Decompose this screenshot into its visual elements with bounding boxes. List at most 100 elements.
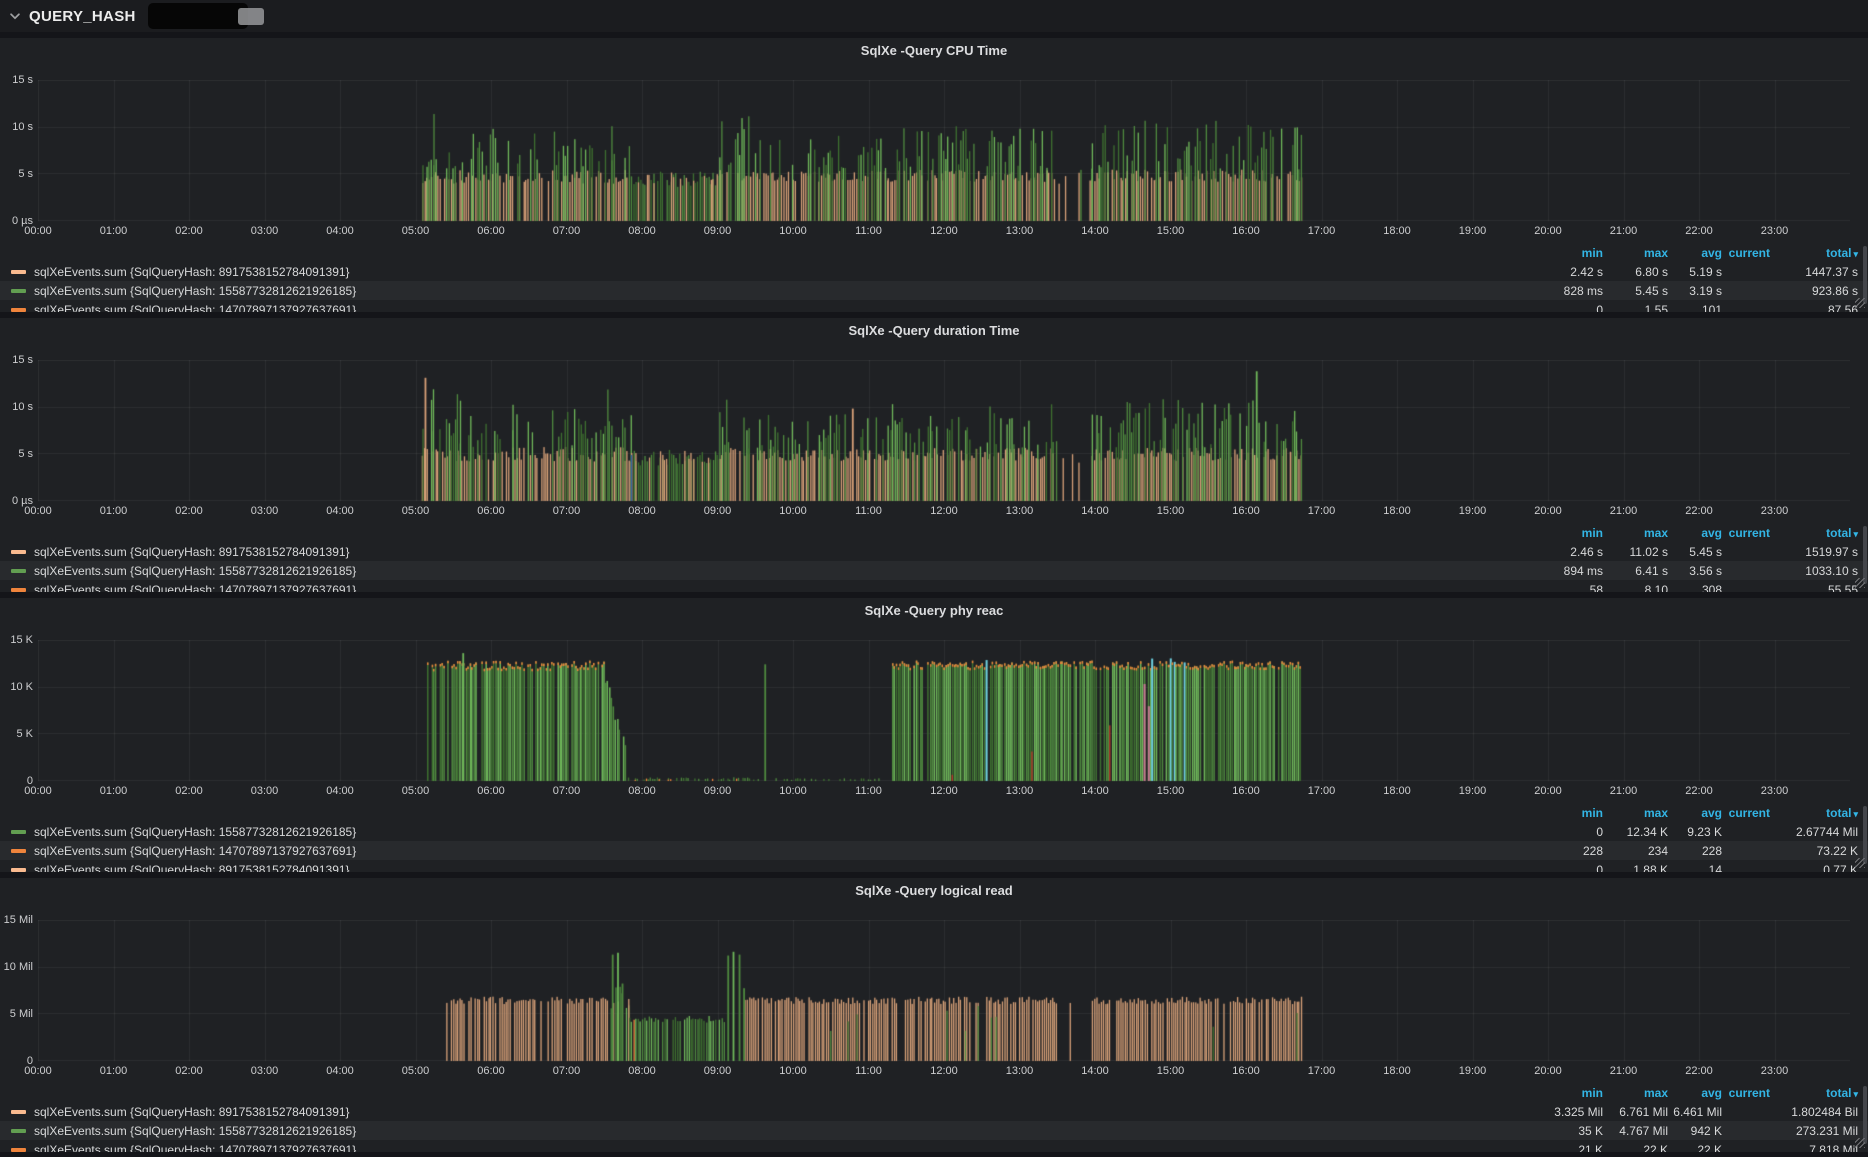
x-axis-tick: 17:00 — [1307, 1065, 1336, 1077]
legend-sort-min[interactable]: min — [1581, 806, 1603, 820]
y-axis-tick: 5 Mil — [9, 1008, 33, 1020]
series-color-swatch[interactable] — [11, 307, 26, 312]
legend-row-clipped: sqlXeEvents.sum {SqlQueryHash: 891753815… — [0, 860, 1868, 872]
legend-header-row: min max avg current total ▾ — [0, 1084, 1868, 1102]
x-axis-tick: 20:00 — [1534, 505, 1562, 517]
panel-title[interactable]: SqlXe -Query logical read — [855, 883, 1013, 898]
legend-stat-max: 8.10 — [1644, 582, 1668, 593]
series-color-swatch[interactable] — [11, 1147, 26, 1152]
chart-query-logical-read[interactable] — [38, 920, 1850, 1062]
legend-stat-avg: 22 K — [1697, 1142, 1722, 1153]
series-color-swatch[interactable] — [11, 568, 26, 573]
panel-query-cpu-time: SqlXe -Query CPU Time min max avg current to… — [0, 38, 1868, 312]
x-axis-tick: 23:00 — [1760, 505, 1789, 517]
panel-resize-handle[interactable] — [1855, 1138, 1865, 1148]
legend-series-label[interactable]: sqlXeEvents.sum {SqlQueryHash: 147078971… — [34, 843, 357, 858]
legend-scrollbar[interactable] — [1863, 1086, 1867, 1144]
legend-series-label[interactable]: sqlXeEvents.sum {SqlQueryHash: 155877328… — [34, 283, 357, 298]
panel-resize-handle[interactable] — [1855, 578, 1865, 588]
legend-stat-total: 55.55 — [1827, 582, 1858, 593]
legend-series-label[interactable]: sqlXeEvents.sum {SqlQueryHash: 891753815… — [34, 862, 350, 873]
x-axis-tick: 12:00 — [930, 225, 958, 237]
legend-sort-max[interactable]: max — [1643, 526, 1668, 540]
x-axis-tick: 08:00 — [628, 1065, 656, 1077]
chevron-down-icon[interactable] — [8, 9, 22, 23]
legend-sort-avg[interactable]: avg — [1701, 526, 1722, 540]
legend-stat-max: 1.88 K — [1633, 862, 1668, 873]
panel-title[interactable]: SqlXe -Query duration Time — [848, 323, 1020, 338]
legend-sort-avg[interactable]: avg — [1701, 806, 1722, 820]
series-color-swatch[interactable] — [11, 1109, 26, 1114]
x-axis-tick: 11:00 — [855, 505, 882, 517]
legend-stat-max: 22 K — [1643, 1142, 1668, 1153]
panel-title[interactable]: SqlXe -Query phy reac — [864, 603, 1004, 618]
x-axis-tick: 23:00 — [1760, 225, 1789, 237]
legend-sort-max[interactable]: max — [1643, 1086, 1668, 1100]
legend-series-label[interactable]: sqlXeEvents.sum {SqlQueryHash: 155877328… — [34, 824, 357, 839]
legend-stat-min: 0 — [1596, 302, 1603, 313]
legend-sort-current[interactable]: current — [1728, 1086, 1770, 1100]
x-axis-tick: 17:00 — [1307, 505, 1336, 517]
series-color-swatch[interactable] — [11, 867, 26, 872]
legend-stat-avg: 942 K — [1690, 1123, 1722, 1138]
y-axis-tick: 0 µs — [11, 495, 33, 507]
legend-sort-max[interactable]: max — [1643, 806, 1668, 820]
legend-series-label[interactable]: sqlXeEvents.sum {SqlQueryHash: 891753815… — [34, 264, 350, 279]
legend-stat-min: 58 — [1589, 582, 1603, 593]
chart-query-phy-read[interactable] — [38, 640, 1850, 782]
x-axis-tick: 00:00 — [24, 225, 52, 237]
legend-sort-current[interactable]: current — [1728, 806, 1770, 820]
panel-resize-handle[interactable] — [1855, 858, 1865, 868]
legend-sort-current[interactable]: current — [1728, 246, 1770, 260]
legend-sort-min[interactable]: min — [1581, 526, 1603, 540]
x-axis-tick: 14:00 — [1081, 225, 1109, 237]
legend-series-label[interactable]: sqlXeEvents.sum {SqlQueryHash: 147078971… — [34, 582, 357, 593]
legend-series-label[interactable]: sqlXeEvents.sum {SqlQueryHash: 147078971… — [34, 302, 357, 313]
x-axis-tick: 00:00 — [24, 505, 52, 517]
legend-sort-min[interactable]: min — [1581, 246, 1603, 260]
legend-sort-min[interactable]: min — [1581, 1086, 1603, 1100]
series-color-swatch[interactable] — [11, 829, 26, 834]
chart-query-duration-time[interactable] — [38, 360, 1850, 502]
series-color-swatch[interactable] — [11, 587, 26, 592]
x-axis-tick: 15:00 — [1156, 1065, 1185, 1077]
x-axis-tick: 19:00 — [1458, 785, 1487, 797]
legend-sort-max[interactable]: max — [1643, 246, 1668, 260]
legend-series-label[interactable]: sqlXeEvents.sum {SqlQueryHash: 155877328… — [34, 563, 357, 578]
series-color-swatch[interactable] — [11, 1128, 26, 1133]
series-color-swatch[interactable] — [11, 269, 26, 274]
legend-scrollbar[interactable] — [1863, 806, 1867, 864]
legend-series-label[interactable]: sqlXeEvents.sum {SqlQueryHash: 155877328… — [34, 1123, 357, 1138]
x-axis-tick: 01:00 — [99, 1065, 128, 1077]
legend-scrollbar[interactable] — [1863, 246, 1867, 304]
series-color-swatch[interactable] — [11, 848, 26, 853]
legend-sort-total[interactable]: total ▾ — [1826, 246, 1858, 260]
legend-series-label[interactable]: sqlXeEvents.sum {SqlQueryHash: 891753815… — [34, 1104, 350, 1119]
legend-series-label[interactable]: sqlXeEvents.sum {SqlQueryHash: 147078971… — [34, 1142, 357, 1153]
x-axis-tick: 10:00 — [779, 225, 807, 237]
legend-sort-avg[interactable]: avg — [1701, 1086, 1722, 1100]
series-color-swatch[interactable] — [11, 549, 26, 554]
dashboard-body: SqlXe -Query CPU Time min max avg current to… — [0, 38, 1868, 1152]
series-color-swatch[interactable] — [11, 288, 26, 293]
legend-sort-total[interactable]: total ▾ — [1826, 806, 1858, 820]
legend-sort-total[interactable]: total ▾ — [1826, 1086, 1858, 1100]
x-axis-tick: 04:00 — [326, 1065, 354, 1077]
legend-scrollbar[interactable] — [1863, 526, 1867, 584]
redaction-highlight — [237, 8, 264, 25]
legend-sort-current[interactable]: current — [1728, 526, 1770, 540]
legend-row: sqlXeEvents.sum {SqlQueryHash: 155877328… — [0, 281, 1868, 300]
legend-stat-min: 894 ms — [1563, 563, 1603, 578]
legend-sort-total[interactable]: total ▾ — [1826, 526, 1858, 540]
legend-sort-avg[interactable]: avg — [1701, 246, 1722, 260]
x-axis-tick: 15:00 — [1156, 225, 1185, 237]
legend-series-label[interactable]: sqlXeEvents.sum {SqlQueryHash: 891753815… — [34, 544, 350, 559]
legend-stat-avg: 14 — [1708, 862, 1722, 873]
panel-title[interactable]: SqlXe -Query CPU Time — [860, 43, 1008, 58]
dashboard-row-header[interactable]: QUERY_HASH — [0, 0, 1868, 32]
chart-query-cpu-time[interactable] — [38, 80, 1850, 222]
x-axis-tick: 03:00 — [250, 785, 279, 797]
x-axis-tick: 20:00 — [1534, 1065, 1562, 1077]
legend-stat-total: 0.77 K — [1823, 862, 1858, 873]
panel-resize-handle[interactable] — [1855, 298, 1865, 308]
